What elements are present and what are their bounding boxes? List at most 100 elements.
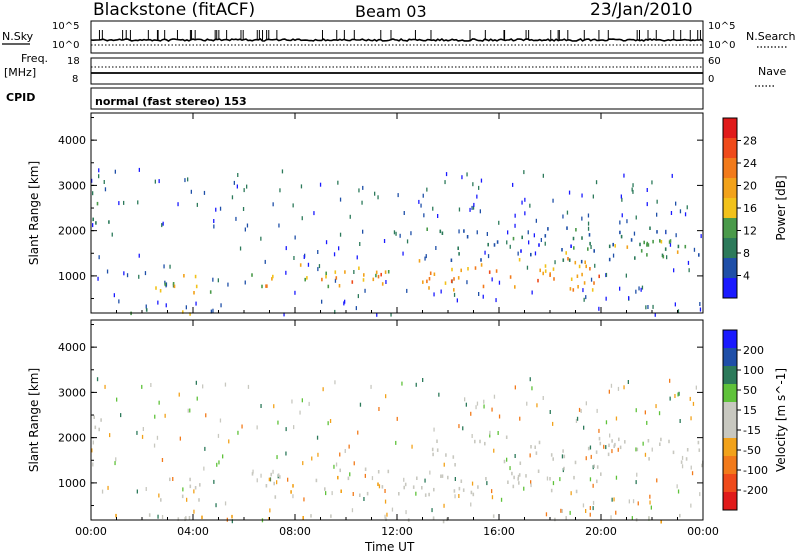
power-cell [573, 246, 575, 250]
velocity-cell [440, 474, 442, 478]
power-noise-cell [321, 299, 323, 304]
velocity-noise-cell [218, 460, 220, 465]
power-cell [539, 268, 541, 273]
x-tick-label: 16:00 [483, 525, 515, 538]
power-noise-cell [92, 223, 94, 228]
velocity-noise-cell [483, 404, 485, 409]
power-noise-cell [469, 207, 471, 212]
velocity-noise-cell [486, 481, 488, 486]
power-cell [418, 259, 421, 263]
power-cell [363, 273, 365, 277]
power-noise-cell [303, 255, 305, 259]
velocity-noise-cell [615, 475, 618, 480]
power-cell [183, 274, 185, 278]
power-noise-cell [319, 182, 322, 187]
velocity-cell [460, 479, 463, 483]
colorbar-swatch [723, 402, 737, 421]
velocity-cell [310, 514, 312, 518]
power-noise-cell [587, 213, 590, 218]
power-noise-cell [111, 232, 113, 237]
velocity-noise-cell [195, 380, 197, 385]
power-cell [514, 285, 516, 289]
velocity-noise-cell [107, 485, 109, 490]
velocity-noise-cell [552, 421, 554, 426]
power-colorbar: 28 24 20 16 12 8 4 Power [dB] [722, 117, 788, 299]
velocity-noise-cell [489, 430, 491, 435]
velocity-noise-cell [678, 391, 680, 396]
freq-panel [90, 57, 704, 85]
power-noise-cell [162, 221, 164, 226]
power-cell [426, 227, 428, 231]
velocity-noise-cell [559, 477, 561, 482]
power-noise-cell [531, 290, 533, 295]
power-noise-cell [219, 206, 222, 211]
power-cell [321, 277, 323, 282]
velocity-noise-cell [644, 410, 646, 415]
power-noise-cell [605, 272, 608, 277]
x-tick-label: 12:00 [381, 525, 413, 538]
velocity-noise-cell [431, 508, 433, 513]
power-cell [441, 231, 444, 235]
colorbar-swatch [723, 138, 737, 159]
velocity-cell [538, 440, 541, 445]
velocity-noise-cell [462, 426, 464, 431]
power-noise-cell [679, 209, 682, 214]
velocity-noise-cell [92, 462, 94, 467]
velocity-cell [445, 453, 447, 457]
velocity-noise-cell [116, 397, 118, 402]
power-noise-cell [145, 304, 147, 309]
velocity-cell [534, 445, 536, 449]
power-cell [581, 272, 583, 277]
power-noise-cell [233, 180, 235, 185]
velocity-noise-cell [287, 477, 289, 482]
velocity-cell [181, 494, 184, 499]
velocity-noise-cell [142, 427, 144, 431]
velocity-noise-cell [395, 440, 397, 445]
velocity-noise-cell [605, 420, 608, 425]
velocity-cell [454, 463, 456, 467]
velocity-noise-cell [164, 413, 166, 418]
velocity-noise-cell [335, 462, 338, 467]
power-noise-cell [605, 296, 607, 301]
velocity-noise-cell [598, 428, 600, 433]
power-noise-cell [619, 286, 621, 291]
velocity-noise-cell [273, 404, 275, 409]
power-noise-cell [338, 246, 340, 251]
power-cell [299, 263, 302, 267]
power-noise-cell [581, 216, 583, 221]
power-cell [589, 241, 591, 246]
power-noise-cell [362, 229, 364, 234]
power-noise-cell [239, 246, 242, 251]
velocity-noise-cell [247, 384, 250, 389]
y-tick-label: 1000 [58, 270, 86, 283]
power-cell [457, 276, 460, 280]
velocity-noise-cell [592, 500, 595, 505]
power-cell [460, 268, 462, 273]
velocity-cell [608, 443, 610, 448]
power-cell [487, 242, 489, 247]
velocity-noise-cell [353, 461, 355, 466]
power-noise-cell [383, 239, 386, 243]
power-cell [450, 258, 453, 262]
velocity-cell [507, 480, 509, 484]
velocity-noise-cell [114, 461, 116, 466]
power-noise-cell [473, 202, 475, 207]
velocity-noise-cell [202, 384, 204, 389]
colorbar-label: Power [dB] [774, 175, 788, 240]
velocity-cell [679, 513, 681, 518]
power-noise-cell [656, 212, 658, 217]
colorbar-swatch [723, 456, 737, 475]
velocity-noise-cell [589, 477, 592, 482]
power-noise-cell [161, 223, 163, 228]
nsearch-label: N.Search [746, 30, 796, 43]
power-cell [182, 310, 184, 314]
velocity-cell [441, 474, 444, 478]
velocity-noise-cell [649, 494, 651, 499]
velocity-cell [593, 464, 595, 468]
power-noise-cell [399, 233, 401, 238]
power-cell [544, 269, 547, 273]
velocity-cell [432, 452, 434, 457]
power-noise-cell [293, 256, 295, 260]
velocity-cell [636, 447, 639, 452]
power-cell [593, 249, 595, 253]
